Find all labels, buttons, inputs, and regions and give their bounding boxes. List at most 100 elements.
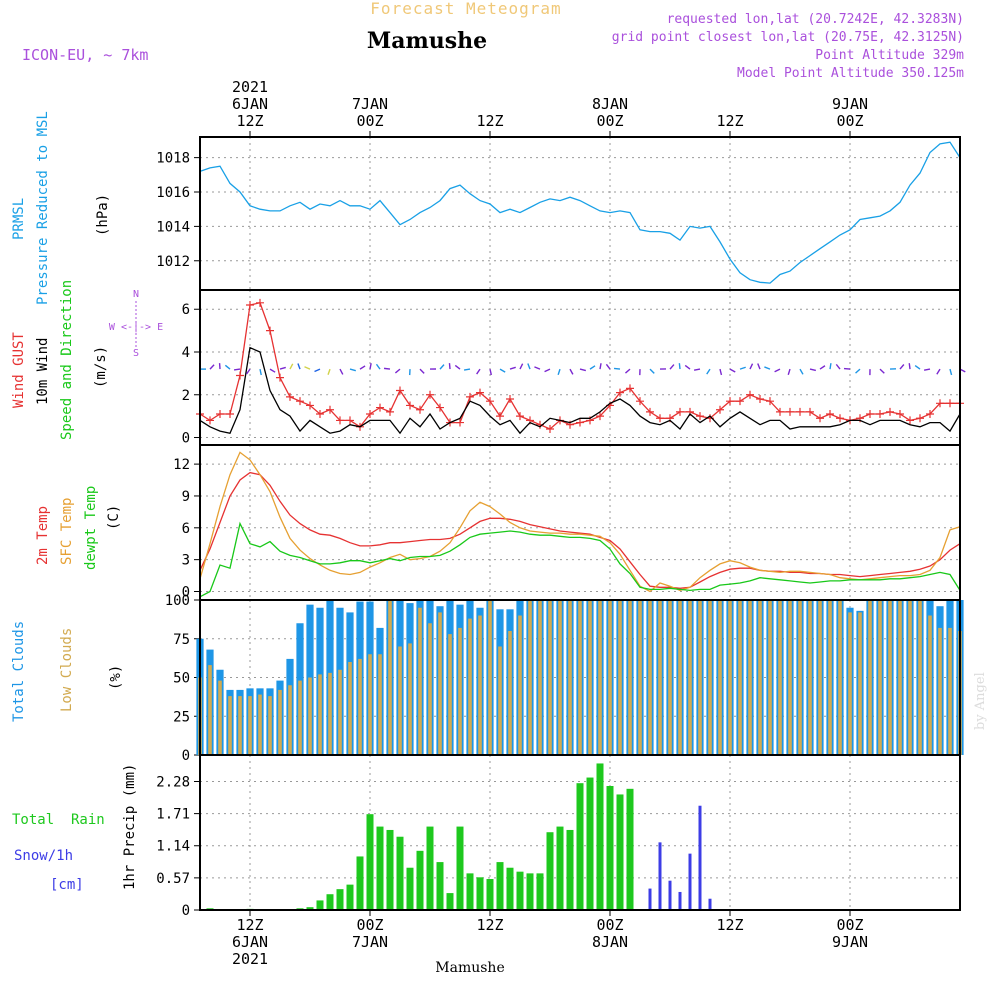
rain-bar bbox=[376, 826, 384, 910]
gust-point bbox=[386, 407, 394, 416]
top-time-date: 7JAN bbox=[352, 95, 388, 113]
wind-arrow bbox=[339, 368, 344, 375]
point-altitude: Point Altitude 329m bbox=[815, 48, 964, 63]
wind-arrow bbox=[739, 366, 746, 370]
low-cloud-bar bbox=[658, 600, 662, 755]
wind-arrow bbox=[448, 363, 451, 370]
low-cloud-bar bbox=[758, 600, 762, 755]
low-cloud-bar bbox=[928, 615, 932, 755]
wind-arrow bbox=[534, 366, 541, 370]
low-cloud-bar bbox=[228, 696, 232, 755]
y-tick-label: 50 bbox=[173, 671, 190, 687]
gust-point bbox=[486, 397, 494, 406]
gust-point bbox=[796, 407, 804, 416]
bottom-time-hour: 00Z bbox=[836, 916, 863, 934]
wind-arrow bbox=[908, 363, 911, 370]
wind-arrow bbox=[669, 364, 675, 370]
panel-2: 0 3 6 9 12 bbox=[173, 444, 961, 601]
y-tick-label: 25 bbox=[173, 709, 190, 725]
low-cloud-bar bbox=[628, 600, 632, 755]
series-line-wind-gust bbox=[199, 302, 960, 430]
bottom-time-date: 6JAN bbox=[232, 933, 268, 951]
gust-point bbox=[876, 410, 884, 418]
low-cloud-bar bbox=[338, 669, 342, 755]
gust-point bbox=[946, 399, 954, 408]
top-time-hour: 00Z bbox=[836, 112, 863, 130]
rain-bar bbox=[526, 873, 534, 910]
wind-arrow bbox=[605, 363, 611, 370]
wind-arrow bbox=[499, 368, 506, 373]
y-tick-label: 3 bbox=[182, 553, 190, 569]
series-line-sfc-temp bbox=[199, 451, 961, 593]
rain-bar bbox=[466, 873, 474, 910]
gust-point bbox=[226, 410, 234, 418]
requested-lonlat: requested lon,lat (20.7242E, 42.3283N) bbox=[667, 12, 964, 27]
compass-ew: W <-|-> E bbox=[109, 322, 163, 333]
rain-bar bbox=[406, 867, 414, 910]
low-cloud-bar bbox=[238, 696, 242, 755]
gust-point bbox=[286, 392, 294, 401]
gust-point bbox=[826, 410, 834, 418]
low-clouds-label: Low Clouds bbox=[59, 628, 75, 712]
panel-0: 1012 1014 1016 1018 bbox=[156, 136, 961, 291]
low-cloud-bar bbox=[208, 665, 212, 755]
low-cloud-bar bbox=[868, 600, 872, 755]
footer-location: Mamushe bbox=[435, 960, 504, 976]
gust-point bbox=[936, 399, 944, 408]
wind-arrow bbox=[949, 368, 953, 376]
low-cloud-bar bbox=[768, 600, 772, 755]
wind-arrow bbox=[706, 368, 711, 375]
wind-arrow bbox=[314, 368, 321, 373]
gust-point bbox=[806, 407, 814, 416]
low-cloud-bar bbox=[258, 694, 262, 755]
gust-point bbox=[456, 418, 464, 427]
low-cloud-bar bbox=[788, 600, 792, 755]
wind-unit: (m/s) bbox=[93, 346, 109, 388]
y-tick-label: 0 bbox=[182, 585, 190, 601]
gust-point bbox=[336, 416, 344, 425]
model-altitude: Model Point Altitude 350.125m bbox=[737, 66, 964, 81]
gust-point bbox=[576, 418, 584, 427]
bottom-time-date: 8JAN bbox=[592, 933, 628, 951]
wind-gust-label: Wind GUST bbox=[11, 332, 27, 408]
top-time-hour: 00Z bbox=[356, 112, 383, 130]
rain-bar bbox=[616, 794, 624, 910]
low-cloud-bar bbox=[308, 677, 312, 755]
low-cloud-bar bbox=[878, 600, 882, 755]
wind-arrow bbox=[749, 363, 754, 370]
low-cloud-bar bbox=[698, 600, 702, 755]
wind-arrow bbox=[729, 368, 736, 373]
rain-bar bbox=[306, 907, 314, 910]
wind-arrow bbox=[569, 368, 574, 375]
rain-bar bbox=[556, 826, 564, 910]
wind-arrow bbox=[829, 363, 832, 370]
wind-arrow bbox=[489, 368, 493, 376]
grid-lonlat: grid point closest lon,lat (20.75E, 42.3… bbox=[612, 30, 964, 45]
low-cloud-bar bbox=[218, 680, 222, 755]
total-rain-label: Total Rain bbox=[12, 812, 105, 828]
gust-point bbox=[516, 412, 524, 421]
snow-bar bbox=[688, 853, 692, 910]
low-cloud-bar bbox=[808, 600, 812, 755]
snow-label: Snow/1h bbox=[14, 848, 73, 864]
rain-bar bbox=[446, 893, 454, 910]
gust-point bbox=[896, 410, 904, 418]
panel-3: 0 25 50 75 100 bbox=[165, 593, 964, 764]
y-tick-label: 1018 bbox=[156, 151, 190, 167]
gust-point bbox=[716, 405, 724, 414]
wind-arrow bbox=[678, 363, 681, 370]
gust-point bbox=[376, 403, 384, 412]
gust-point bbox=[746, 390, 754, 399]
snow-bar bbox=[658, 842, 662, 910]
gust-point bbox=[326, 405, 334, 414]
bottom-time-hour: 12Z bbox=[716, 916, 743, 934]
gust-point bbox=[246, 300, 254, 309]
snow-bar bbox=[708, 898, 712, 910]
gust-point bbox=[646, 407, 654, 416]
gust-point bbox=[886, 407, 894, 416]
gust-point bbox=[596, 412, 604, 421]
bottom-time-date: 9JAN bbox=[832, 933, 868, 951]
top-time-hour: 00Z bbox=[596, 112, 623, 130]
model-name: ICON-EU, ~ 7km bbox=[22, 46, 148, 64]
